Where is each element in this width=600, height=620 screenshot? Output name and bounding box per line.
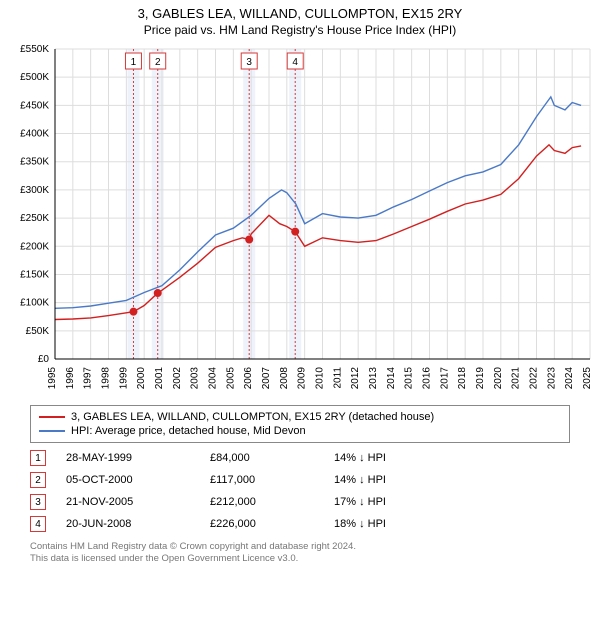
svg-text:£400K: £400K — [20, 129, 49, 140]
transaction-row: 2 05-OCT-2000 £117,000 14% ↓ HPI — [30, 469, 570, 491]
svg-text:2004: 2004 — [208, 367, 219, 390]
chart-area: £0 £50K £100K £150K £200K £250K £300K £350K £400… — [0, 39, 600, 399]
svg-text:£250K: £250K — [20, 213, 49, 224]
transaction-price: £84,000 — [210, 452, 330, 464]
svg-text:3: 3 — [246, 57, 252, 68]
svg-text:2020: 2020 — [493, 367, 504, 390]
svg-text:2010: 2010 — [315, 367, 326, 390]
transaction-price: £117,000 — [210, 474, 330, 486]
svg-text:1996: 1996 — [65, 367, 76, 390]
transaction-delta: 17% ↓ HPI — [334, 496, 474, 508]
svg-text:2017: 2017 — [439, 367, 450, 390]
svg-text:£150K: £150K — [20, 269, 49, 280]
svg-text:2013: 2013 — [368, 367, 379, 390]
svg-text:£550K: £550K — [20, 44, 49, 55]
legend: 3, GABLES LEA, WILLAND, CULLOMPTON, EX15… — [30, 405, 570, 443]
transaction-marker: 4 — [30, 516, 46, 532]
transaction-delta: 14% ↓ HPI — [334, 474, 474, 486]
transaction-delta: 14% ↓ HPI — [334, 452, 474, 464]
svg-text:2002: 2002 — [172, 367, 183, 390]
svg-text:2012: 2012 — [350, 367, 361, 390]
chart-title: 3, GABLES LEA, WILLAND, CULLOMPTON, EX15… — [0, 6, 600, 21]
footer: Contains HM Land Registry data © Crown c… — [30, 541, 570, 566]
svg-text:2003: 2003 — [190, 367, 201, 390]
svg-text:2024: 2024 — [564, 367, 575, 390]
legend-label: 3, GABLES LEA, WILLAND, CULLOMPTON, EX15… — [71, 411, 434, 423]
svg-text:2011: 2011 — [332, 367, 343, 389]
svg-text:1998: 1998 — [101, 367, 112, 390]
chart-svg: £0 £50K £100K £150K £200K £250K £300K £350K £400… — [0, 39, 600, 399]
svg-text:2021: 2021 — [511, 367, 522, 390]
svg-text:2000: 2000 — [136, 367, 147, 390]
transaction-row: 3 21-NOV-2005 £212,000 17% ↓ HPI — [30, 491, 570, 513]
svg-text:1995: 1995 — [47, 367, 58, 390]
svg-text:2025: 2025 — [582, 367, 593, 390]
svg-text:2022: 2022 — [529, 367, 540, 390]
transaction-date: 05-OCT-2000 — [66, 474, 206, 486]
svg-text:1: 1 — [131, 57, 137, 68]
svg-text:2016: 2016 — [422, 367, 433, 390]
svg-text:£500K: £500K — [20, 72, 49, 83]
transaction-price: £212,000 — [210, 496, 330, 508]
svg-text:£50K: £50K — [26, 326, 50, 337]
svg-text:4: 4 — [292, 57, 298, 68]
legend-item: HPI: Average price, detached house, Mid … — [39, 424, 561, 438]
svg-text:£200K: £200K — [20, 241, 49, 252]
svg-text:£300K: £300K — [20, 185, 49, 196]
transaction-date: 28-MAY-1999 — [66, 452, 206, 464]
svg-text:£450K: £450K — [20, 100, 49, 111]
chart-subtitle: Price paid vs. HM Land Registry's House … — [0, 23, 600, 37]
transaction-marker: 2 — [30, 472, 46, 488]
svg-text:2009: 2009 — [297, 367, 308, 390]
footer-line2: This data is licensed under the Open Gov… — [30, 553, 570, 565]
legend-swatch — [39, 416, 65, 418]
transaction-price: £226,000 — [210, 518, 330, 530]
svg-text:2: 2 — [155, 57, 161, 68]
chart-title-block: 3, GABLES LEA, WILLAND, CULLOMPTON, EX15… — [0, 0, 600, 39]
svg-text:2018: 2018 — [457, 367, 468, 390]
legend-label: HPI: Average price, detached house, Mid … — [71, 425, 306, 437]
footer-line1: Contains HM Land Registry data © Crown c… — [30, 541, 570, 553]
transactions-table: 1 28-MAY-1999 £84,000 14% ↓ HPI 2 05-OCT-2000… — [30, 447, 570, 535]
transaction-delta: 18% ↓ HPI — [334, 518, 474, 530]
svg-text:£100K: £100K — [20, 298, 49, 309]
transaction-row: 4 20-JUN-2008 £226,000 18% ↓ HPI — [30, 513, 570, 535]
svg-text:2014: 2014 — [386, 367, 397, 390]
svg-text:£0: £0 — [38, 354, 50, 365]
svg-text:2001: 2001 — [154, 367, 165, 390]
svg-text:2015: 2015 — [404, 367, 415, 390]
legend-item: 3, GABLES LEA, WILLAND, CULLOMPTON, EX15… — [39, 410, 561, 424]
transaction-row: 1 28-MAY-1999 £84,000 14% ↓ HPI — [30, 447, 570, 469]
svg-text:2019: 2019 — [475, 367, 486, 390]
svg-text:1997: 1997 — [83, 367, 94, 390]
svg-text:£350K: £350K — [20, 157, 49, 168]
transaction-marker: 1 — [30, 450, 46, 466]
svg-text:2005: 2005 — [225, 367, 236, 390]
transaction-marker: 3 — [30, 494, 46, 510]
legend-swatch — [39, 430, 65, 432]
transaction-date: 21-NOV-2005 — [66, 496, 206, 508]
svg-text:1999: 1999 — [118, 367, 129, 390]
svg-text:2007: 2007 — [261, 367, 272, 390]
transaction-date: 20-JUN-2008 — [66, 518, 206, 530]
svg-text:2008: 2008 — [279, 367, 290, 390]
svg-text:2006: 2006 — [243, 367, 254, 390]
svg-text:2023: 2023 — [546, 367, 557, 390]
